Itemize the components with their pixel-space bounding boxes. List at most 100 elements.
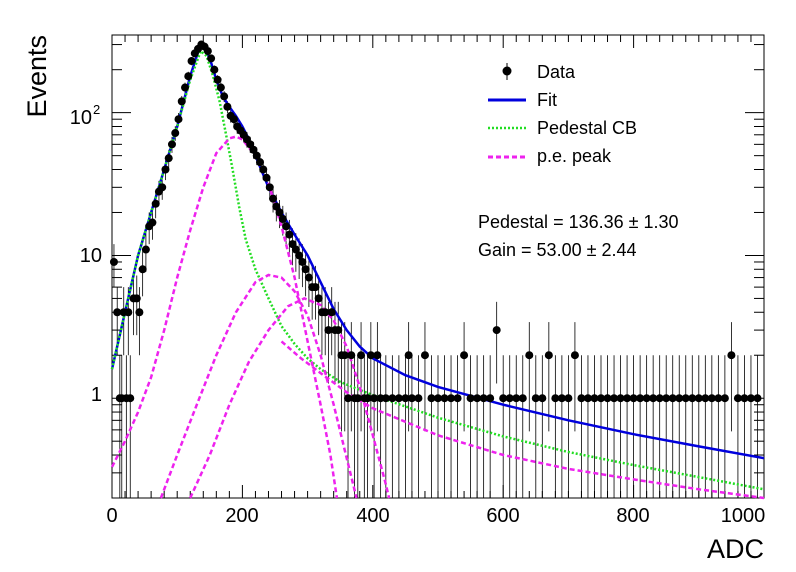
data-point: [427, 394, 436, 403]
data-point: [453, 394, 462, 403]
y-tick-label-100: 10: [70, 107, 92, 129]
data-point: [220, 92, 229, 101]
data-point: [314, 294, 323, 303]
data-point: [544, 351, 553, 360]
data-point: [256, 158, 265, 167]
curve-p-e-peak-3: [189, 297, 391, 499]
data-point: [184, 72, 193, 81]
y-tick-label-100-exponent: 2: [93, 102, 100, 117]
data-point: [694, 394, 703, 403]
data-point: [278, 214, 287, 223]
data-point: [291, 245, 300, 254]
data-point: [557, 394, 566, 403]
x-tick-label-800: 800: [616, 505, 649, 527]
data-point: [616, 394, 625, 403]
data-point: [623, 394, 632, 403]
data-point: [138, 265, 147, 274]
gain-result-name: Gain: [478, 240, 516, 260]
data-point: [171, 129, 180, 138]
curve-p-e-peak-2: [159, 273, 358, 499]
data-point: [272, 202, 281, 211]
x-axis-label: ADC: [707, 534, 764, 564]
data-point: [388, 394, 397, 403]
data-point: [655, 394, 664, 403]
data-point: [363, 394, 372, 403]
data-point: [167, 140, 176, 149]
data-point: [492, 326, 501, 335]
curve-p-e-peak-1: [110, 135, 339, 499]
data-point: [164, 154, 173, 163]
data-point: [479, 394, 488, 403]
data-point: [610, 394, 619, 403]
legend-label-fit: Fit: [537, 90, 557, 110]
data-point: [642, 394, 651, 403]
data-point: [727, 351, 736, 360]
data-point: [301, 265, 310, 274]
fit-curves: [110, 45, 765, 500]
data-point: [113, 308, 122, 317]
data-point: [531, 394, 540, 403]
data-point: [401, 394, 410, 403]
data-point: [340, 351, 349, 360]
data-point: [298, 257, 307, 266]
data-point: [265, 183, 274, 192]
data-point: [603, 394, 612, 403]
data-point: [334, 326, 343, 335]
data-point: [746, 394, 755, 403]
data-point: [688, 394, 697, 403]
data-point: [577, 394, 586, 403]
data-point: [753, 394, 762, 403]
data-point: [203, 47, 212, 56]
data-point: [282, 222, 291, 231]
data-point: [141, 245, 150, 254]
legend-label-pe-peak: p.e. peak: [537, 146, 612, 166]
legend: Data Fit Pedestal CB p.e. peak: [488, 62, 637, 166]
data-point: [447, 394, 456, 403]
axis-ticks: [111, 35, 765, 499]
data-point: [311, 283, 320, 292]
data-point: [213, 75, 222, 84]
data-point: [210, 65, 219, 74]
data-point: [229, 115, 238, 124]
data-point: [249, 145, 258, 154]
data-point: [714, 394, 723, 403]
data-point: [414, 394, 423, 403]
data-point: [590, 394, 599, 403]
gain-result-value: 53.00: [537, 240, 582, 260]
x-tick-label-0: 0: [106, 505, 117, 527]
data-point: [135, 308, 144, 317]
data-point: [373, 351, 382, 360]
data-point: [304, 273, 313, 282]
data-point: [636, 394, 645, 403]
data-point: [629, 394, 638, 403]
gain-result-error: 2.44: [601, 240, 636, 260]
data-point: [161, 165, 170, 174]
data-point: [216, 83, 225, 92]
data-point: [518, 394, 527, 403]
y-axis-label: Events: [22, 35, 52, 118]
data-point: [223, 102, 232, 111]
data-point: [394, 394, 403, 403]
data-point: [252, 151, 261, 160]
data-point: [505, 394, 514, 403]
data-point: [434, 394, 442, 403]
data-point: [347, 351, 356, 360]
data-point: [324, 326, 333, 335]
data-point: [551, 394, 560, 403]
data-point: [353, 394, 362, 403]
data-point: [357, 351, 366, 360]
data-point: [486, 394, 495, 403]
data-point: [564, 394, 573, 403]
data-point: [262, 173, 271, 182]
curve-p-e-tail: [280, 340, 765, 500]
data-point: [174, 115, 183, 124]
data-point: [733, 394, 742, 403]
data-point: [583, 394, 592, 403]
data-point: [466, 394, 475, 403]
fit-results: Pedestal = 136.36 ± 1.30 Gain = 53.00 ± …: [478, 212, 679, 260]
data-point: [675, 394, 684, 403]
data-point: [701, 394, 710, 403]
data-point: [649, 394, 658, 403]
error-bars: [113, 41, 758, 498]
